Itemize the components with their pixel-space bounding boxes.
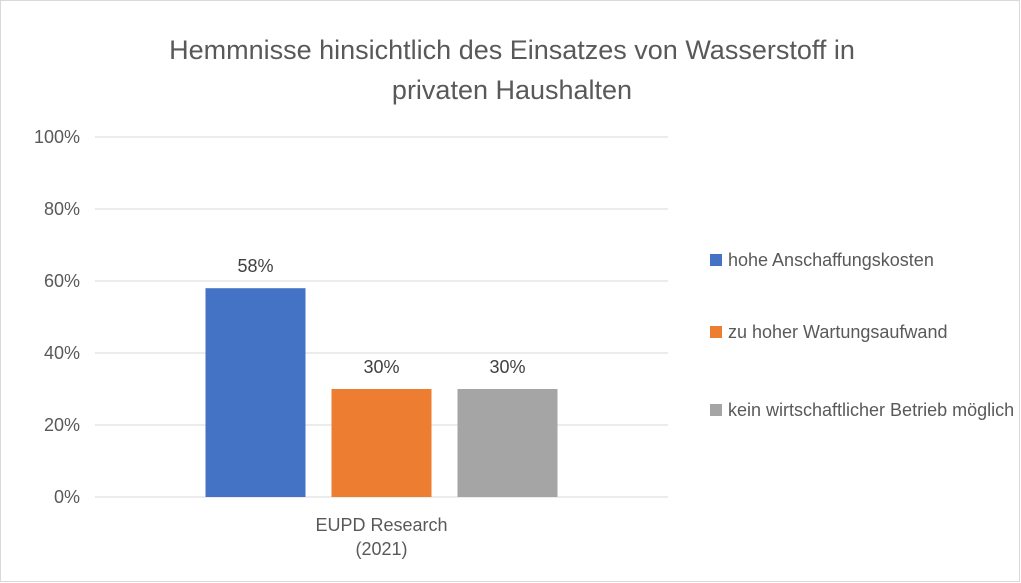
legend-swatch — [710, 254, 722, 266]
y-tick-label: 60% — [43, 271, 80, 291]
chart-title: Hemmnisse hinsichtlich des Einsatzes von… — [169, 35, 855, 105]
x-tick-label: EUPD Research (2021) — [315, 515, 448, 559]
y-tick-label: 80% — [43, 199, 80, 219]
data-label: 58% — [237, 256, 274, 277]
bar — [331, 389, 432, 497]
legend-label: hohe Anschaffungskosten — [728, 250, 934, 270]
data-label: 30% — [363, 357, 400, 377]
y-tick-label: 40% — [43, 343, 80, 363]
data-label: 30% — [489, 357, 526, 377]
legend-label: zu hoher Wartungsaufwand — [728, 322, 948, 342]
legend-swatch — [710, 326, 722, 338]
bar — [457, 389, 558, 497]
y-tick-label: 100% — [33, 127, 80, 147]
y-tick-label: 0% — [53, 487, 80, 507]
legend-swatch — [710, 404, 722, 416]
bar — [205, 288, 306, 497]
y-tick-label: 20% — [43, 415, 80, 435]
legend-label: kein wirtschaftlicher Betrieb möglich — [728, 400, 1015, 420]
